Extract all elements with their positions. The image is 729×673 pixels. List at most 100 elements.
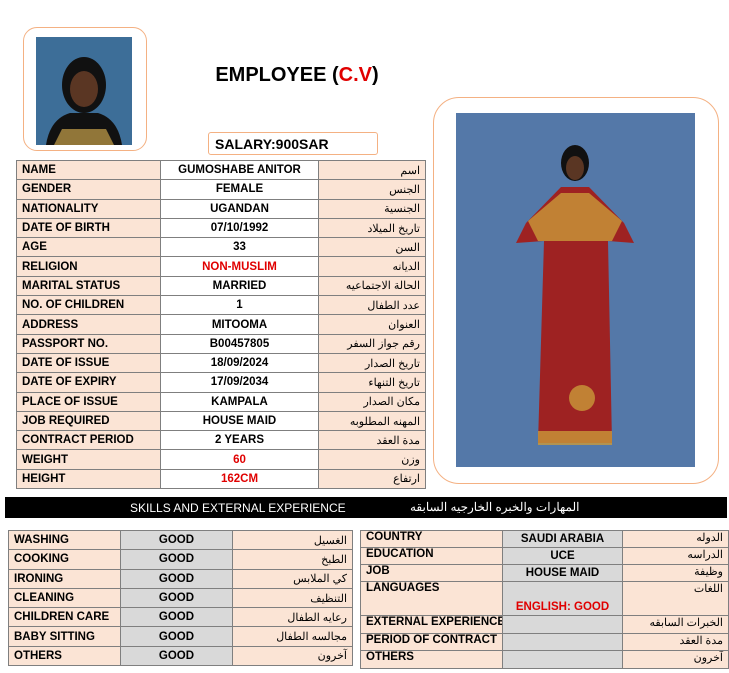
arabic-cell: اللغات (622, 580, 729, 616)
title-text: ) (372, 64, 379, 86)
table-row: MARITAL STATUS MARRIED الحالة الاجتماعيه (16, 275, 426, 297)
arabic-cell: ارتفاع (318, 468, 426, 490)
table-row: JOB HOUSE MAID وظيفة (360, 563, 729, 582)
value-cell: GOOD (120, 568, 233, 589)
table-row: IRONING GOOD كي الملابس (8, 568, 353, 589)
arabic-cell: الحالة الاجتماعيه (318, 275, 426, 297)
arabic-cell: مكان الصدار (318, 391, 426, 412)
label-cell: DATE OF BIRTH (16, 217, 161, 239)
arabic-cell: مدة العقد (318, 430, 426, 451)
skills-bar: SKILLS AND EXTERNAL EXPERIENCE المهارات … (5, 497, 727, 518)
table-row: PASSPORT NO. B00457805 رقم جواز السفر (16, 333, 426, 354)
value-cell: 60 (160, 449, 319, 470)
label-cell: GENDER (16, 179, 161, 200)
value-cell: FEMALE (160, 179, 319, 200)
value-cell: 33 (160, 237, 319, 258)
table-row: PLACE OF ISSUE KAMPALA مكان الصدار (16, 391, 426, 412)
value-cell: 2 YEARS (160, 430, 319, 451)
table-row: OTHERS آخرون (360, 649, 729, 669)
label-cell: PERIOD OF CONTRACT (360, 632, 503, 651)
value-cell: GOOD (120, 587, 233, 609)
table-row: OTHERS GOOD آخرون (8, 645, 353, 667)
photo-frame (23, 27, 147, 151)
table-row: RELIGION NON-MUSLIM الديانه (16, 256, 426, 277)
arabic-cell: تاريخ التنهاء (318, 372, 426, 393)
table-row: AGE 33 السن (16, 237, 426, 258)
table-row: HEIGHT 162CM ارتفاع (16, 468, 426, 490)
value-cell: HOUSE MAID (160, 410, 319, 432)
table-row: COUNTRY SAUDI ARABIA الدوله (360, 530, 729, 548)
label-cell: IRONING (8, 568, 121, 589)
label-cell: CLEANING (8, 587, 121, 609)
label-cell: COUNTRY (360, 530, 503, 548)
table-row: CONTRACT PERIOD 2 YEARS مدة العقد (16, 430, 426, 451)
title-highlight: C.V (338, 64, 373, 86)
label-cell: BABY SITTING (8, 626, 121, 647)
table-row: GENDER FEMALE الجنس (16, 179, 426, 200)
photo-frame (433, 97, 719, 484)
arabic-cell: الجنس (318, 179, 426, 200)
value-cell: UGANDAN (160, 198, 319, 219)
arabic-cell: اسم (318, 159, 426, 181)
label-cell: EDUCATION (360, 546, 503, 565)
arabic-cell: المهنه المطلوبه (318, 410, 426, 432)
arabic-cell: السن (318, 237, 426, 258)
value-cell: GOOD (120, 549, 233, 570)
value-cell: GOOD (120, 529, 233, 551)
value-cell: GUMOSHABE ANITOR (160, 159, 319, 181)
value-cell: 07/10/1992 (160, 217, 319, 239)
table-row: PERIOD OF CONTRACT مدة العقد (360, 632, 729, 651)
arabic-cell: الدراسه (622, 546, 729, 565)
table-row: NAME GUMOSHABE ANITOR اسم (16, 159, 426, 181)
value-cell: NON-MUSLIM (160, 256, 319, 277)
title-text: EMPLOYEE ( (215, 64, 339, 86)
table-row: NATIONALITY UGANDAN الجنسية (16, 198, 426, 219)
label-cell: COOKING (8, 549, 121, 570)
label-cell: NAME (16, 159, 161, 181)
arabic-cell: العنوان (318, 314, 426, 335)
label-cell: WEIGHT (16, 449, 161, 470)
arabic-cell: وظيفة (622, 563, 729, 582)
arabic-cell: مدة العقد (622, 632, 729, 651)
label-cell: PASSPORT NO. (16, 333, 161, 354)
arabic-cell: الغسيل (232, 529, 353, 551)
value-cell: MARRIED (160, 275, 319, 297)
table-row: DATE OF ISSUE 18/09/2024 تاريخ الصدار (16, 352, 426, 374)
value-cell: SAUDI ARABIA (502, 530, 623, 548)
arabic-cell: آخرون (232, 645, 353, 667)
label-cell: JOB REQUIRED (16, 410, 161, 432)
table-row: LANGUAGES ENGLISH: GOOD اللغات (360, 580, 729, 616)
value-cell: GOOD (120, 626, 233, 647)
label-cell: NO. OF CHILDREN (16, 295, 161, 316)
table-row: CHILDREN CARE GOOD رعايه الطفال (8, 607, 353, 628)
arabic-cell: وزن (318, 449, 426, 470)
label-cell: ADDRESS (16, 314, 161, 335)
arabic-cell: الطبخ (232, 549, 353, 570)
value-cell (502, 614, 623, 634)
label-cell: DATE OF EXPIRY (16, 372, 161, 393)
value-cell: GOOD (120, 645, 233, 667)
experience-table: COUNTRY SAUDI ARABIA الدوله EDUCATION UCE الد… (360, 530, 729, 669)
arabic-cell: كي الملابس (232, 568, 353, 589)
arabic-cell: الدوله (622, 530, 729, 548)
label-cell: RELIGION (16, 256, 161, 277)
personal-table: NAME GUMOSHABE ANITOR اسم GENDER FEMALE الجنس… (16, 159, 426, 490)
value-cell: 18/09/2024 (160, 352, 319, 374)
arabic-cell: الجنسية (318, 198, 426, 219)
value-cell (502, 649, 623, 669)
label-cell: JOB (360, 563, 503, 582)
skills-table: WASHING GOOD الغسيل COOKING GOOD الطبخ IRONING… (8, 529, 353, 667)
table-row: EDUCATION UCE الدراسه (360, 546, 729, 565)
table-row: COOKING GOOD الطبخ (8, 549, 353, 570)
arabic-cell: الديانه (318, 256, 426, 277)
section-title: SKILLS AND EXTERNAL EXPERIENCE (130, 501, 346, 515)
value-cell: MITOOMA (160, 314, 319, 335)
value-cell: B00457805 (160, 333, 319, 354)
arabic-cell: التنظيف (232, 587, 353, 609)
portrait-photo (36, 37, 132, 145)
arabic-cell: آخرون (622, 649, 729, 669)
label-cell: OTHERS (360, 649, 503, 669)
full-photo (456, 113, 695, 467)
label-cell: CONTRACT PERIOD (16, 430, 161, 451)
